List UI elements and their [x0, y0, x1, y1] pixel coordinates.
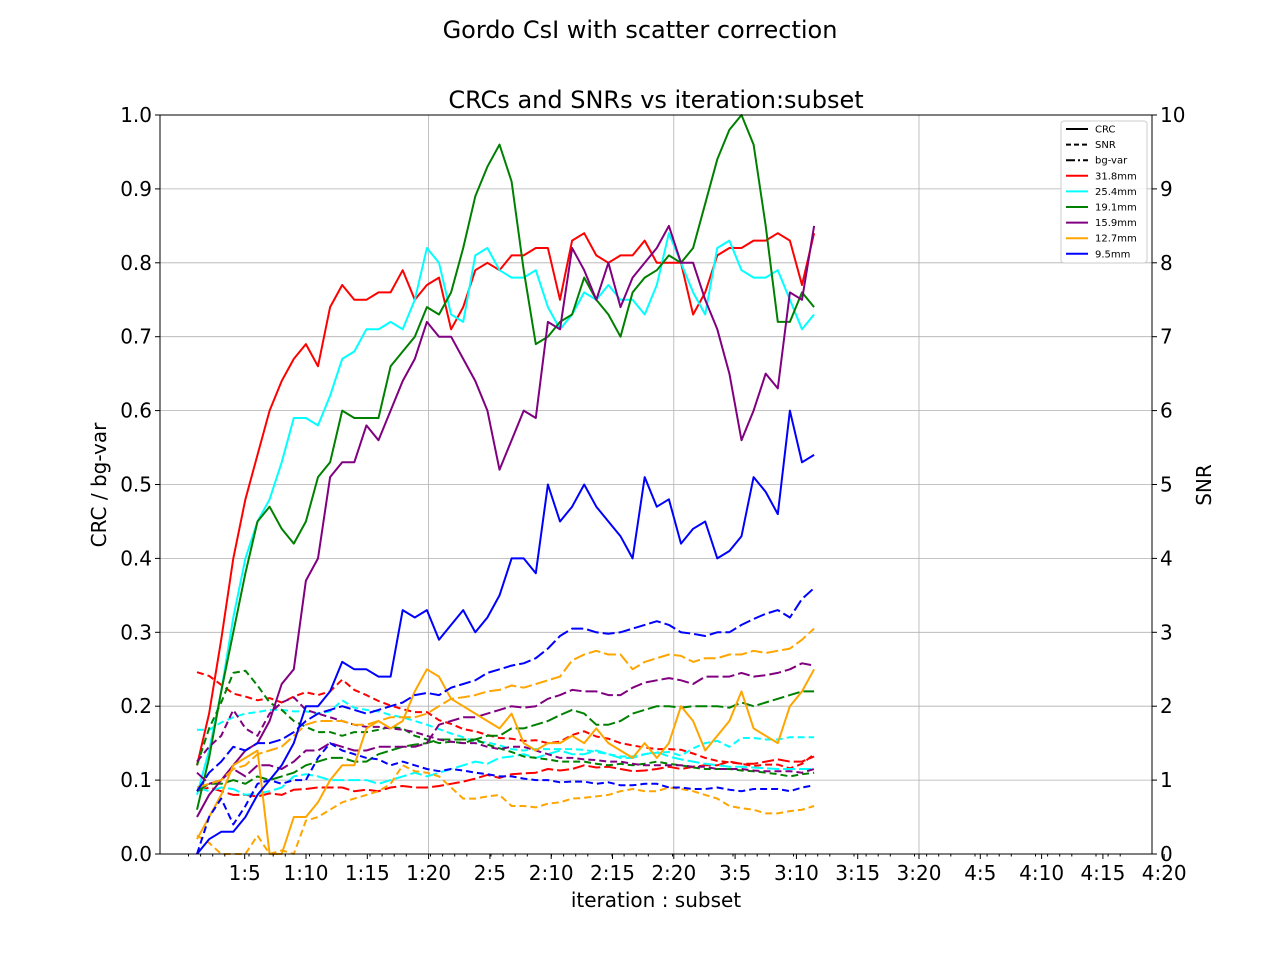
- crc-line-15-9mm: [196, 224, 816, 818]
- left-y-tick-label: 0.9: [120, 177, 152, 201]
- right-y-axis-label: SNR: [1192, 464, 1216, 506]
- legend-label: 31.8mm: [1095, 171, 1137, 182]
- legend-label: CRC: [1095, 125, 1115, 136]
- x-tick-label: 2:15: [590, 861, 635, 885]
- left-y-tick-label: 0.3: [120, 620, 152, 644]
- right-y-tick-label: 9: [1160, 177, 1173, 201]
- snr-line-31-8mm: [196, 671, 815, 770]
- right-y-tick-label: 2: [1160, 694, 1173, 718]
- x-axis: 1:5 1:10 1:15 1:20 2:5 2:10 2:15 2:20 3:5 3:10 3:1…: [188, 854, 1187, 885]
- bg-var-line-9-5mm: [196, 587, 815, 792]
- legend-label: 15.9mm: [1095, 218, 1137, 229]
- x-axis-label: iteration : subset: [571, 888, 741, 912]
- left-y-tick-label: 1.0: [120, 103, 152, 127]
- x-tick-label: 1:20: [406, 861, 451, 885]
- x-tick-label: 3:15: [835, 861, 880, 885]
- left-y-tick-label: 0.8: [120, 251, 152, 275]
- x-tick-label: 4:15: [1080, 861, 1125, 885]
- left-y-tick-label: 0.4: [120, 546, 152, 570]
- legend-label: 19.1mm: [1095, 203, 1137, 214]
- legend-label: SNR: [1095, 140, 1116, 151]
- right-y-tick-label: 7: [1160, 325, 1173, 349]
- right-y-tick-label: 10: [1160, 103, 1185, 127]
- x-tick-label: 1:10: [284, 861, 329, 885]
- x-tick-label: 3:10: [774, 861, 819, 885]
- bg-var-line-15-9mm: [196, 662, 815, 785]
- right-y-tick-label: 8: [1160, 251, 1173, 275]
- x-tick-label: 1:15: [345, 861, 390, 885]
- bg-var-line-12-7mm: [196, 627, 815, 789]
- grid-lines: [160, 115, 1152, 854]
- x-tick-label: 4:5: [964, 861, 996, 885]
- snr-line-19-1mm: [196, 669, 815, 778]
- bg-var-line-19-1mm: [196, 690, 815, 793]
- right-y-tick-label: 5: [1160, 473, 1173, 497]
- right-y-tick-label: 6: [1160, 399, 1173, 423]
- snr-line-12-7mm: [196, 764, 815, 855]
- legend-label: 9.5mm: [1095, 249, 1130, 260]
- x-tick-label: 3:5: [719, 861, 751, 885]
- left-y-tick-label: 0.7: [120, 325, 152, 349]
- left-y-tick-label: 0.2: [120, 694, 152, 718]
- legend: CRC SNR bg-var 31.8mm 25.4mm 19.1mm 15.9mm 12.7…: [1060, 120, 1148, 264]
- crc-line-9-5mm: [196, 409, 815, 855]
- x-tick-label: 2:20: [651, 861, 696, 885]
- left-y-axis: 0.0 0.1 0.2 0.3 0.4 0.5 0.6 0.7 0.8 0.9 1.0: [120, 103, 160, 866]
- left-y-tick-label: 0.1: [120, 768, 152, 792]
- legend-label: bg-var: [1095, 156, 1128, 167]
- legend-label: 25.4mm: [1095, 187, 1137, 198]
- x-tick-label: 1:5: [229, 861, 261, 885]
- crc-line-31-8mm: [196, 232, 816, 766]
- plot-lines: [196, 114, 816, 855]
- snr-line-15-9mm: [196, 696, 815, 774]
- figure-suptitle: Gordo CsI with scatter correction: [443, 16, 838, 44]
- x-tick-label: 3:20: [897, 861, 942, 885]
- x-tick-label: 4:10: [1019, 861, 1064, 885]
- left-y-tick-label: 0.0: [120, 842, 152, 866]
- right-y-axis: 0 1 2 3 4 5 6 7 8 9 10: [1152, 103, 1185, 866]
- chart-title: CRCs and SNRs vs iteration:subset: [448, 86, 863, 114]
- legend-label: 12.7mm: [1095, 234, 1137, 245]
- crc-line-19-1mm: [196, 114, 815, 810]
- crc-line-12-7mm: [196, 668, 815, 855]
- x-tick-label: 2:10: [529, 861, 574, 885]
- left-y-tick-label: 0.6: [120, 399, 152, 423]
- crc-line-25-4mm: [196, 232, 815, 796]
- right-y-tick-label: 1: [1160, 768, 1173, 792]
- right-y-tick-label: 4: [1160, 546, 1173, 570]
- right-y-tick-label: 3: [1160, 620, 1173, 644]
- bg-var-line-25-4mm: [196, 749, 815, 796]
- x-tick-label: 2:5: [474, 861, 506, 885]
- snr-line-9-5mm: [196, 742, 815, 855]
- x-tick-label: 4:20: [1142, 861, 1187, 885]
- legend-box: [1060, 120, 1148, 264]
- left-y-tick-label: 0.5: [120, 473, 152, 497]
- right-y-tick-label: 0: [1160, 842, 1173, 866]
- left-y-axis-label: CRC / bg-var: [87, 422, 111, 547]
